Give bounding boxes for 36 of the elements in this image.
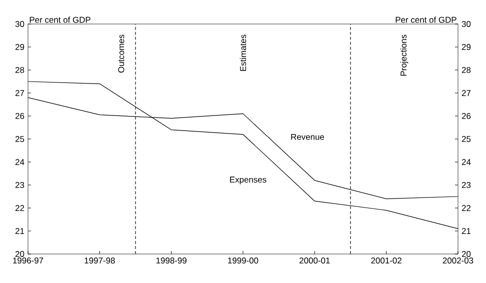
series-label: Expenses [230,176,266,184]
annotation: Projections [400,34,408,76]
x-tick-label: 1996-97 [13,258,44,264]
y-tick-label: 27 [15,90,24,96]
y2-tick-label: 21 [462,228,471,234]
x-tick-label: 2001-02 [371,258,402,264]
y2-tick-label: 25 [462,136,471,142]
y-tick-label: 21 [15,228,24,234]
y2-tick-label: 23 [462,182,471,188]
annotation: Estimates [240,34,246,71]
y-tick-label: 22 [15,205,24,211]
y2-tick-label: 26 [462,113,471,119]
y2-tick-label: 27 [462,90,471,96]
x-tick-label: 1997-98 [84,258,115,264]
x-tick-label: 2000-01 [300,258,330,264]
y2-tick-label: 24 [462,159,471,165]
y-tick-label: 29 [15,44,24,50]
y2-tick-label: 20 [462,251,471,257]
y-tick-label: 23 [15,182,24,188]
series-label: Revenue [291,134,324,140]
y2-tick-label: 28 [462,67,471,73]
y-tick-label: 28 [15,67,24,73]
y2-tick-label: 29 [462,44,471,50]
y2-tick-label: 22 [462,205,471,211]
y2-axis-title: Per cent of GDP [396,16,456,23]
y-tick-label: 25 [15,136,24,142]
y-tick-label: 20 [15,251,24,257]
x-tick-label: 2002-03 [442,258,474,264]
y-tick-label: 26 [15,113,24,119]
y2-tick-label: 30 [462,21,471,27]
y-tick-label: 30 [15,21,24,27]
x-tick-label: 1998-99 [156,258,186,264]
x-tick-label: 1999-00 [228,258,258,264]
y-axis-title: Per cent of GDP [30,16,90,23]
y-tick-label: 24 [15,159,24,165]
annotation: Outcomes [118,34,124,73]
